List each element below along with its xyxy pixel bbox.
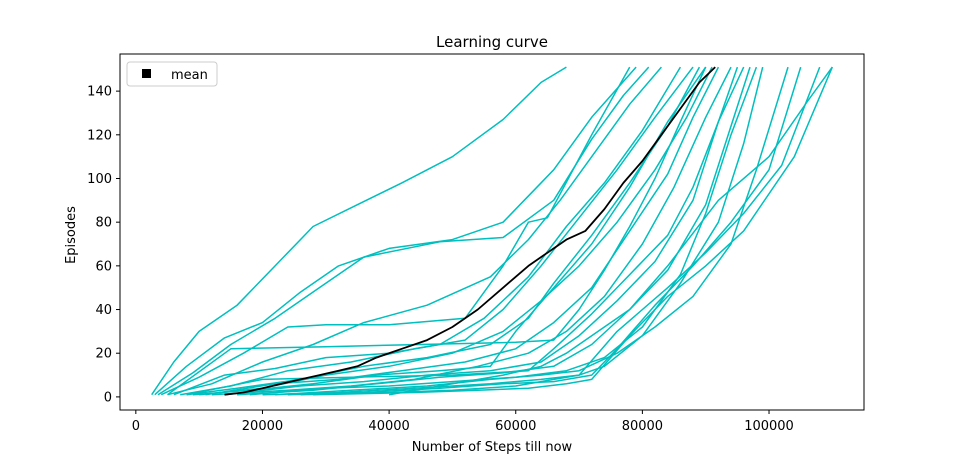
x-tick-label: 20000 xyxy=(242,419,283,434)
series-run-line-12 xyxy=(211,66,732,396)
series-run-line-22 xyxy=(167,66,707,396)
plot-frame xyxy=(119,53,865,411)
series-run-line-4 xyxy=(160,66,631,396)
y-tick-label: 60 xyxy=(95,259,112,274)
series-mean-line xyxy=(224,66,716,396)
series-run-line-8 xyxy=(186,66,701,396)
series-run-line-20 xyxy=(313,66,833,396)
y-tick-label: 40 xyxy=(95,303,112,318)
x-axis-label: Number of Steps till now xyxy=(412,440,573,455)
series-run-line-14 xyxy=(237,66,751,396)
x-tick-label: 60000 xyxy=(495,419,536,434)
series-run-line-1 xyxy=(151,66,567,396)
series-run-line-16 xyxy=(262,66,764,396)
series-run-line-10 xyxy=(199,66,713,396)
y-tick-label: 140 xyxy=(87,85,112,100)
y-axis-ticks: 0 20 40 60 80 100 120 140 xyxy=(87,85,120,405)
series-run-line-15 xyxy=(249,66,758,396)
y-tick-label: 0 xyxy=(104,390,112,405)
series-layer xyxy=(151,66,833,396)
x-tick-label: 40000 xyxy=(368,419,409,434)
x-axis-ticks: 0 20000 40000 60000 80000 100000 xyxy=(132,410,794,434)
y-tick-label: 20 xyxy=(95,347,112,362)
x-tick-label: 100000 xyxy=(744,419,794,434)
legend: mean xyxy=(126,61,218,87)
x-tick-label: 80000 xyxy=(622,419,663,434)
legend-entry-mean: mean xyxy=(171,68,208,83)
series-run-line-6 xyxy=(173,66,682,396)
series-run-line-5 xyxy=(167,66,662,396)
y-tick-label: 100 xyxy=(87,172,112,187)
series-run-line-11 xyxy=(205,66,720,396)
series-run-line-19 xyxy=(300,66,821,396)
series-run-line-13 xyxy=(224,66,739,396)
legend-box xyxy=(126,61,218,87)
series-run-line-23 xyxy=(186,66,745,396)
y-axis-label: Episodes xyxy=(64,206,79,264)
series-run-line-9 xyxy=(192,66,707,396)
chart-title: Learning curve xyxy=(436,33,548,51)
series-run-line-17 xyxy=(275,66,789,396)
legend-marker-square xyxy=(142,69,151,78)
y-tick-label: 120 xyxy=(87,128,112,143)
x-tick-label: 0 xyxy=(132,419,140,434)
series-run-line-3 xyxy=(157,66,650,396)
series-run-line-18 xyxy=(287,66,802,396)
series-run-line-21 xyxy=(388,66,833,396)
y-tick-label: 80 xyxy=(95,216,112,231)
series-run-line-7 xyxy=(180,66,694,396)
